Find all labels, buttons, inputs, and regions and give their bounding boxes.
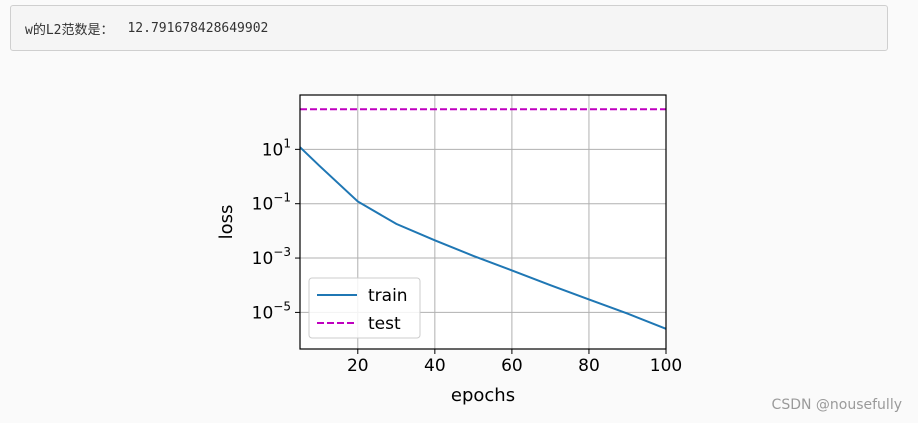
series-line-train [299, 146, 667, 330]
y-tick-label: 101 [262, 136, 291, 160]
y-axis-label: loss [216, 205, 237, 240]
y-tick-exponent: −5 [273, 299, 291, 313]
x-tick-label: 60 [501, 356, 523, 376]
y-tick-exponent: 1 [283, 136, 291, 150]
y-tick-base: 10 [252, 303, 274, 323]
y-tick-exponent: −3 [273, 245, 291, 259]
y-tick-base: 10 [252, 249, 274, 269]
x-axis-label: epochs [451, 385, 515, 406]
output-cell: w的L2范数是： 12.791678428649902 [10, 5, 888, 51]
output-label: w的L2范数是： [25, 22, 114, 38]
y-tick-label: 10−3 [252, 245, 291, 269]
y-tick-base: 10 [252, 195, 274, 215]
output-value: 12.791678428649902 [127, 20, 269, 36]
x-tick-label: 80 [578, 356, 600, 376]
plot-frame [299, 94, 667, 350]
x-tick-label: 40 [424, 356, 446, 376]
legend-box [308, 277, 421, 339]
y-tick-base: 10 [262, 140, 284, 160]
y-tick-exponent: −1 [273, 191, 291, 205]
legend-label-train: train [368, 286, 408, 306]
legend: train test [308, 277, 421, 339]
watermark: CSDN @nousefully [771, 397, 902, 413]
x-tick-label: 20 [347, 356, 369, 376]
loss-chart: 20 40 60 80 100 101 10−1 10−3 10−5 epochs loss trai… [200, 85, 700, 419]
y-tick-label: 10−5 [252, 299, 291, 323]
x-tick-label: 100 [650, 356, 682, 376]
legend-label-test: test [368, 314, 401, 334]
y-tick-label: 10−1 [252, 191, 291, 215]
loss-chart-svg: 20 40 60 80 10010110−110−310−5epochslosstrai… [216, 94, 682, 406]
